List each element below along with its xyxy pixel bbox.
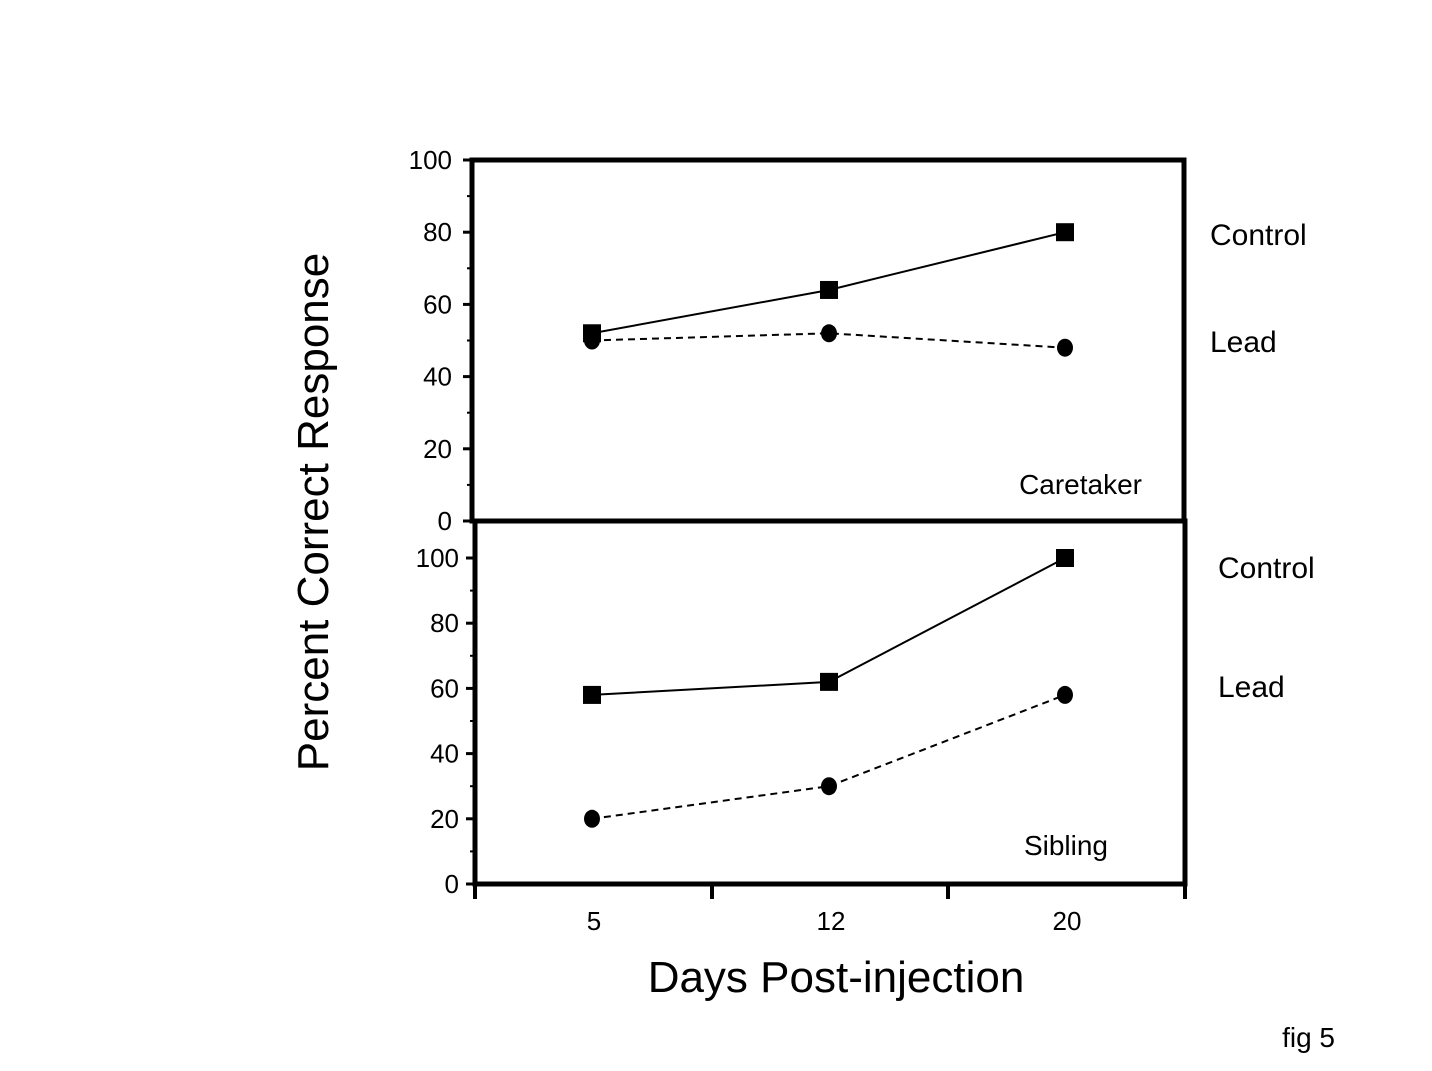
x-tick-label: 20 bbox=[1053, 906, 1082, 936]
caretaker-y-tick-label: 60 bbox=[423, 289, 452, 319]
sibling-legend-control: Control bbox=[1218, 552, 1315, 585]
sibling-panel: 0 20 40 60 80 100 Sibling Control Lead bbox=[416, 518, 1315, 899]
caretaker-legend-lead: Lead bbox=[1210, 326, 1277, 359]
sibling-y-tick-label: 20 bbox=[430, 804, 459, 834]
sibling-lead-point bbox=[584, 809, 600, 828]
sibling-control-point bbox=[1056, 549, 1074, 567]
sibling-y-tick-label: 40 bbox=[430, 739, 459, 769]
figure-label: fig 5 bbox=[1282, 1022, 1335, 1053]
sibling-plot-frame bbox=[472, 518, 1188, 887]
sibling-y-tick-label: 100 bbox=[416, 543, 459, 573]
sibling-panel-label: Sibling bbox=[1024, 830, 1108, 861]
caretaker-panel-label: Caretaker bbox=[1019, 469, 1142, 500]
sibling-legend-lead: Lead bbox=[1218, 671, 1285, 704]
x-axis-title: Days Post-injection bbox=[648, 953, 1025, 1002]
sibling-control-point bbox=[583, 685, 601, 704]
caretaker-panel: 0 20 40 60 80 100 Caretaker Control Lead bbox=[409, 145, 1307, 536]
caretaker-lead-point bbox=[821, 324, 837, 343]
caretaker-lead-point bbox=[1057, 338, 1073, 357]
caretaker-lead-point bbox=[584, 331, 600, 350]
caretaker-y-tick-label: 20 bbox=[423, 434, 452, 464]
sibling-lead-point bbox=[821, 777, 837, 796]
x-tick-label: 5 bbox=[587, 906, 601, 936]
y-axis-title: Percent Correct Response bbox=[289, 253, 338, 771]
caretaker-y-tick-label: 80 bbox=[423, 217, 452, 247]
caretaker-control-point bbox=[820, 280, 838, 299]
sibling-y-tick-label: 0 bbox=[445, 869, 459, 899]
sibling-control-point bbox=[820, 672, 838, 691]
sibling-y-tick-label: 60 bbox=[430, 673, 459, 703]
caretaker-y-tick-label: 40 bbox=[423, 362, 452, 392]
x-tick-label: 12 bbox=[817, 906, 846, 936]
sibling-y-tick-label: 80 bbox=[430, 608, 459, 638]
sibling-lead-point bbox=[1057, 685, 1073, 704]
caretaker-control-point bbox=[1056, 223, 1074, 242]
sibling-lead-line bbox=[591, 693, 1066, 820]
x-axis: 5 12 20 bbox=[473, 884, 1187, 936]
caretaker-y-tick-label: 0 bbox=[438, 506, 452, 536]
caretaker-y-tick-label: 100 bbox=[409, 145, 452, 175]
caretaker-legend-control: Control bbox=[1210, 219, 1307, 252]
